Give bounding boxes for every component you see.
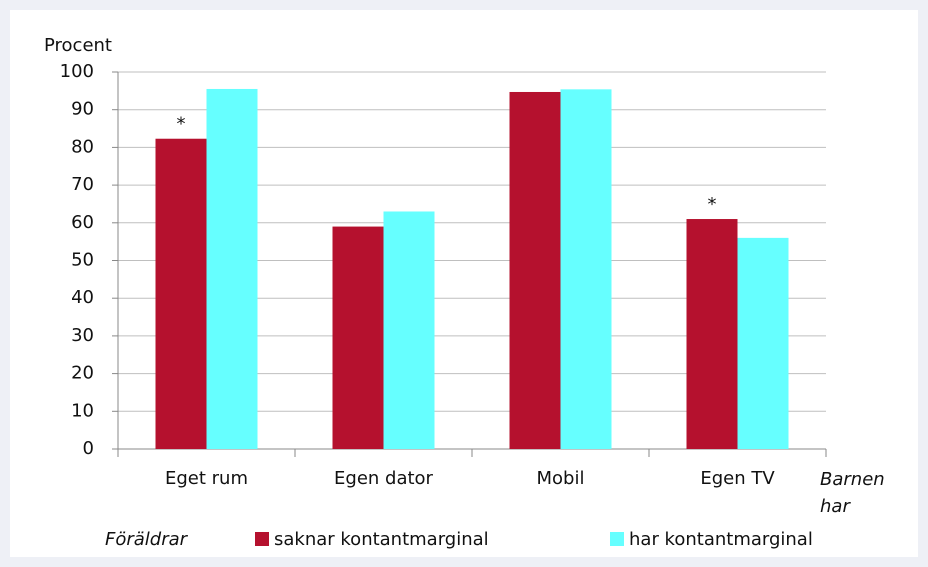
bar: [560, 89, 612, 449]
legend-title: Föräldrar: [105, 529, 189, 550]
annotation: *: [177, 114, 186, 135]
y-tick-label: 100: [60, 61, 94, 82]
y-tick-label: 20: [71, 363, 94, 384]
legend-swatch: [610, 532, 624, 546]
bar: [332, 226, 384, 449]
legend-swatch: [255, 532, 269, 546]
y-tick-label: 40: [71, 287, 94, 308]
legend-label: har kontantmarginal: [629, 529, 813, 550]
bar: [206, 88, 258, 449]
y-tick-label: 0: [83, 438, 94, 459]
y-axis-label: Procent: [44, 35, 112, 56]
legend-label: saknar kontantmarginal: [274, 529, 489, 550]
x-tick-label: Eget rum: [165, 468, 248, 489]
bar: [155, 138, 207, 449]
x-tick-label: Egen TV: [700, 468, 775, 489]
y-tick-label: 30: [71, 325, 94, 346]
bar: [737, 237, 789, 449]
y-tick-label: 10: [71, 400, 94, 421]
y-tick-label: 60: [71, 212, 94, 233]
x-tick-label: Mobil: [537, 468, 585, 489]
x-axis-label: Barnen har: [820, 469, 885, 517]
bar: [383, 211, 435, 449]
bar: [686, 219, 738, 449]
y-tick-label: 90: [71, 99, 94, 120]
y-tick-label: 70: [71, 174, 94, 195]
bar: [509, 91, 561, 449]
y-tick-label: 80: [71, 136, 94, 157]
annotation: *: [708, 194, 717, 215]
x-tick-label: Egen dator: [334, 468, 434, 489]
y-tick-label: 50: [71, 250, 94, 271]
